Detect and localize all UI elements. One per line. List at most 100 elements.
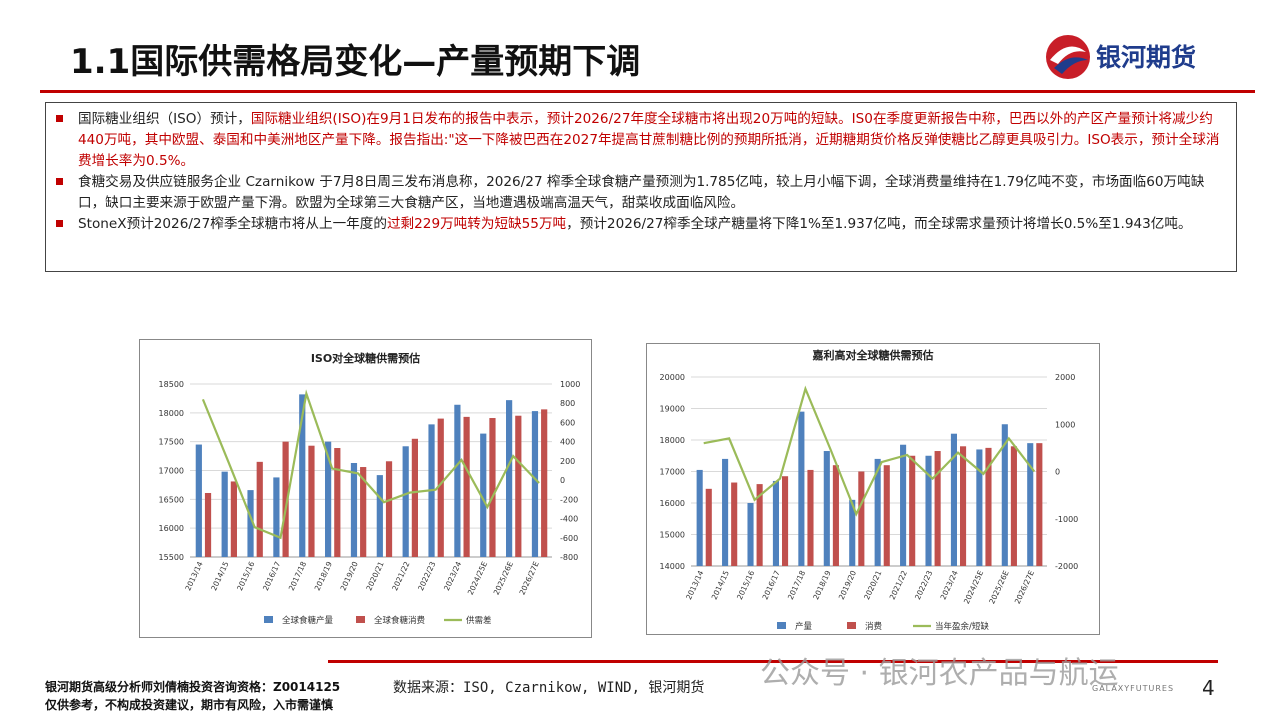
bullet-square-icon [56,178,63,185]
x-tick-label: 2018/19 [313,560,334,592]
bar-production [849,499,856,566]
bar-consumption [437,418,444,557]
note-text-segment: 国际糖业组织(ISO)在9月1日发布的报告中表示，预计2026/27年度全球糖市… [78,111,1220,169]
bar-production [772,480,779,566]
x-tick-label: 2022/23 [416,560,437,592]
x-tick-label: 2015/16 [735,569,756,601]
x-tick-label: 2016/17 [760,569,781,601]
y2-tick-label: 200 [560,457,575,466]
bar-consumption [756,484,763,566]
bar-production [747,503,754,566]
y-tick-label: 19000 [660,405,685,414]
x-tick-label: 2021/22 [390,560,411,592]
y-tick-label: 17000 [660,468,685,477]
legend-label: 当年盈余/短缺 [935,621,989,632]
bar-production [823,451,830,566]
balance-line [703,385,1036,517]
note-bullet-3: StoneX预计2026/27榨季全球糖市将从上一年度的过剩229万吨转为短缺5… [56,214,1226,235]
x-tick-label: 2020/21 [364,560,385,592]
page-title: 1.1国际供需格局变化—产量预期下调 [70,42,641,82]
chart-title: ISO对全球糖供需预估 [311,351,420,365]
bar-consumption [515,415,522,557]
bar-production [925,455,932,566]
x-tick-label: 2013/14 [183,560,204,592]
bar-production [480,433,487,557]
analyst-credential: 银河期货高级分析师刘倩楠投资咨询资格：Z0014125 [45,680,341,694]
bar-production [247,490,254,557]
x-tick-label: 2019/20 [339,560,360,592]
bar-consumption [858,471,865,566]
footer-divider [328,660,1218,663]
chart-title: 嘉利高对全球糖供需预估 [812,348,934,362]
x-tick-label: 2013/14 [684,569,705,601]
page-number: 4 [1202,676,1215,700]
bar-production [376,475,383,557]
x-tick-label: 2024/25E [962,569,985,606]
y-tick-label: 16500 [159,495,184,504]
bar-consumption [934,451,941,566]
bar-production [696,469,703,566]
bar-consumption [334,448,341,557]
note-text-segment: StoneX预计2026/27榨季全球糖市将从上一年度的 [78,216,387,232]
x-tick-label: 2016/17 [261,560,282,592]
y2-tick-label: -400 [560,515,578,524]
bar-consumption [256,461,263,557]
x-tick-label: 2025/26E [987,569,1010,606]
note-bullet-2: 食糖交易及供应链服务企业 Czarnikow 于7月8日周三发布消息称，2026… [56,172,1226,214]
bar-production [531,411,539,557]
x-tick-label: 2026/27E [1013,569,1036,606]
y2-tick-label: 1000 [560,380,580,389]
y2-tick-label: -600 [560,534,578,543]
balance-line [201,389,540,540]
bullet-square-icon [56,115,63,122]
bar-consumption [204,492,212,557]
bar-production [1001,424,1008,566]
x-tick-label: 2017/18 [287,560,308,592]
bar-consumption [385,461,393,557]
y-tick-label: 18000 [660,436,685,445]
bar-production [350,463,358,557]
bar-consumption [230,481,237,557]
y2-tick-label: 600 [560,418,575,427]
y-tick-label: 17000 [159,467,184,476]
disclaimer: 仅供参考，不构成投资建议，期市有风险，入市需谨慎 [45,698,334,712]
bar-consumption [909,455,916,566]
bar-consumption [282,441,289,557]
note-text-segment: 食糖交易及供应链服务企业 Czarnikow 于7月8日周三发布消息称，2026… [78,174,1205,211]
bar-production [195,444,202,557]
legend-label: 全球食糖消费 [374,615,426,626]
y2-tick-label: 0 [560,476,565,485]
x-tick-label: 2014/15 [710,569,731,601]
y-tick-label: 14000 [660,562,685,571]
x-tick-label: 2014/15 [209,560,230,592]
y2-tick-label: 400 [560,438,575,447]
bar-consumption [960,446,967,566]
y-tick-label: 16000 [660,499,685,508]
x-tick-label: 2023/24 [442,560,463,592]
x-tick-label: 2022/23 [913,569,934,601]
x-tick-label: 2015/16 [235,560,256,592]
note-text-segment: 过剩229万吨转为短缺55万吨 [386,216,567,232]
y2-tick-label: -1000 [1055,515,1078,524]
legend-swatch [264,616,273,623]
x-tick-label: 2025/26E [492,560,515,597]
bullet-square-icon [56,220,63,227]
legend-label: 消费 [865,621,883,632]
y2-tick-label: -200 [560,495,578,504]
y2-tick-label: 0 [1055,468,1060,477]
legend-swatch [356,616,365,623]
bar-consumption [360,467,367,557]
y-tick-label: 16000 [159,524,184,533]
y-tick-label: 18500 [159,380,184,389]
x-tick-label: 2021/22 [888,569,909,601]
x-tick-label: 2019/20 [837,569,858,601]
note-text-segment: 国际糖业组织（ISO）预计， [78,111,251,127]
y2-tick-label: -800 [560,553,578,562]
bar-consumption [705,488,712,566]
iso-chart-panel: ISO对全球糖供需预估 15500 16000 16500 17000 17500 1800… [139,339,592,638]
czarnikow-supply-demand-chart: 嘉利高对全球糖供需预估 14000 15000 16000 17000 18000 1900… [660,348,1079,632]
bar-production [402,446,409,557]
bar-consumption [1010,446,1017,566]
bar-production [900,444,907,566]
bar-production [976,449,983,566]
